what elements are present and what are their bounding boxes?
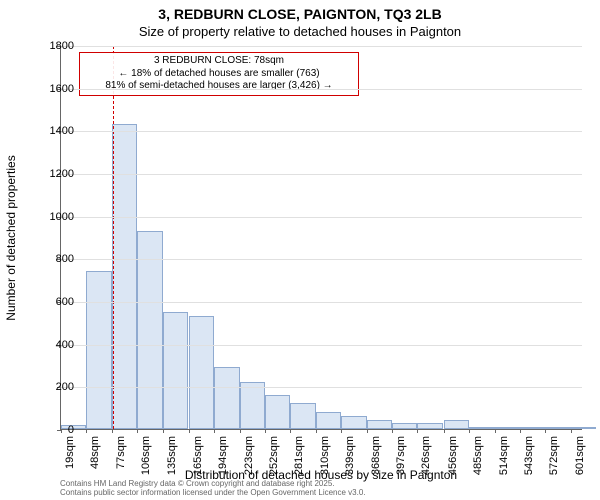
xtick-mark [316, 429, 317, 433]
xtick-label: 48sqm [89, 436, 101, 469]
histogram-bar [520, 427, 545, 429]
histogram-bar [316, 412, 341, 429]
gridline [61, 259, 582, 260]
attribution-text: Contains HM Land Registry data © Crown c… [60, 480, 366, 498]
ytick-label: 800 [34, 253, 74, 265]
histogram-bar [392, 423, 417, 429]
histogram-bar [112, 124, 137, 429]
histogram-bar [137, 231, 162, 429]
xtick-mark [545, 429, 546, 433]
gridline [61, 131, 582, 132]
ytick-label: 1000 [34, 211, 74, 223]
xtick-mark [417, 429, 418, 433]
histogram-bar [469, 427, 494, 429]
ytick-label: 1800 [34, 40, 74, 52]
attribution-line-2: Contains public sector information licen… [60, 489, 366, 498]
histogram-bar [367, 420, 392, 429]
xtick-mark [520, 429, 521, 433]
page-title: 3, REDBURN CLOSE, PAIGNTON, TQ3 2LB [0, 6, 600, 22]
xtick-mark [392, 429, 393, 433]
gridline [61, 89, 582, 90]
xtick-mark [86, 429, 87, 433]
annotation-line-1: 3 REDBURN CLOSE: 78sqm [84, 55, 354, 68]
xtick-mark [214, 429, 215, 433]
gridline [61, 345, 582, 346]
y-axis-label: Number of detached properties [4, 155, 18, 320]
ytick-label: 0 [34, 424, 74, 436]
xtick-label: 77sqm [115, 436, 127, 469]
xtick-mark [469, 429, 470, 433]
page-subtitle: Size of property relative to detached ho… [0, 24, 600, 39]
annotation-line-2: ← 18% of detached houses are smaller (76… [84, 68, 354, 81]
histogram-bar [240, 382, 265, 429]
xtick-mark [189, 429, 190, 433]
gridline [61, 387, 582, 388]
xtick-mark [265, 429, 266, 433]
histogram-bar [571, 427, 596, 429]
reference-line [113, 46, 114, 429]
xtick-mark [341, 429, 342, 433]
gridline [61, 217, 582, 218]
xtick-mark [290, 429, 291, 433]
bars-layer [61, 46, 582, 429]
histogram-bar [290, 403, 315, 429]
histogram-bar [341, 416, 366, 429]
ytick-label: 200 [34, 381, 74, 393]
histogram-bar [214, 367, 239, 429]
histogram-bar [86, 271, 111, 429]
annotation-line-3: 81% of semi-detached houses are larger (… [84, 80, 354, 93]
xtick-mark [112, 429, 113, 433]
plot-area: 3 REDBURN CLOSE: 78sqm ← 18% of detached… [60, 46, 582, 430]
ytick-label: 1400 [34, 125, 74, 137]
ytick-label: 1600 [34, 83, 74, 95]
ytick-label: 600 [34, 296, 74, 308]
ytick-label: 400 [34, 339, 74, 351]
histogram-bar [265, 395, 290, 429]
xtick-mark [571, 429, 572, 433]
gridline [61, 302, 582, 303]
gridline [61, 174, 582, 175]
histogram-bar [417, 423, 442, 429]
xtick-mark [444, 429, 445, 433]
xtick-mark [495, 429, 496, 433]
histogram-bar [189, 316, 214, 429]
xtick-label: 19sqm [64, 436, 76, 469]
gridline [61, 46, 582, 47]
xtick-mark [137, 429, 138, 433]
histogram-bar [163, 312, 188, 429]
histogram-bar [444, 420, 469, 429]
histogram-bar [495, 427, 520, 429]
xtick-mark [163, 429, 164, 433]
ytick-label: 1200 [34, 168, 74, 180]
xtick-mark [367, 429, 368, 433]
chart-container: 3, REDBURN CLOSE, PAIGNTON, TQ3 2LB Size… [0, 0, 600, 500]
xtick-mark [240, 429, 241, 433]
histogram-bar [545, 427, 570, 429]
